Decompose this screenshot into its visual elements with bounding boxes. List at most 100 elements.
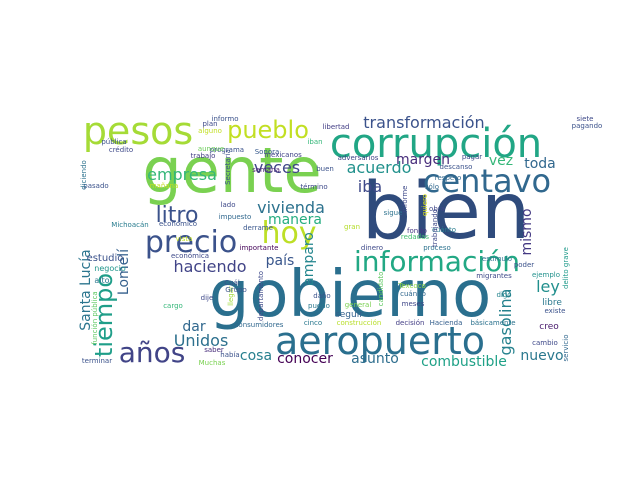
word: libre: [542, 298, 562, 308]
word: redadas: [401, 233, 429, 241]
word: conocer: [277, 351, 333, 367]
word: candidato: [377, 272, 385, 307]
word: precio: [145, 225, 237, 260]
word: término: [300, 183, 327, 191]
word: construcción: [337, 319, 382, 327]
word: pagar: [462, 153, 482, 161]
word: Secretaría: [224, 149, 232, 185]
word: siete: [577, 115, 594, 123]
word: pública: [101, 138, 126, 146]
word: iba: [358, 177, 382, 196]
word: servicio: [562, 335, 570, 362]
word: negocio: [94, 264, 126, 273]
word: amparo: [301, 232, 317, 286]
word: poder: [514, 261, 534, 269]
word: años: [119, 336, 186, 369]
word: cinco: [304, 319, 322, 327]
word: digo: [496, 291, 511, 299]
word: meses: [402, 300, 425, 308]
word: alto: [94, 276, 109, 285]
word: asunto: [351, 351, 399, 367]
word: pesos: [83, 109, 193, 153]
word: gran: [344, 223, 360, 231]
word: Grupo: [225, 286, 246, 294]
word: combustible: [421, 354, 507, 370]
word: Texcoco: [397, 282, 426, 290]
word: Hacienda: [430, 319, 463, 327]
word: departamento: [257, 271, 265, 321]
word: centavo: [423, 162, 551, 200]
word: adversarios: [338, 154, 379, 162]
word: importante: [240, 244, 279, 252]
word: gente: [142, 134, 321, 207]
word: alguno: [198, 127, 222, 135]
word: litro: [156, 203, 199, 228]
word: libertad: [323, 123, 350, 131]
word: sólo: [425, 183, 439, 191]
word: respeto: [435, 174, 461, 182]
word: fondo: [407, 227, 427, 235]
word: Cuál: [224, 279, 240, 287]
word: veces: [254, 158, 300, 177]
word: dar: [182, 319, 205, 335]
word: terminar: [82, 357, 112, 365]
word: trabajo: [191, 152, 216, 160]
word: aunque: [198, 145, 224, 153]
word: vista: [176, 235, 193, 243]
word: corrupción: [330, 121, 542, 167]
word: existe: [545, 307, 566, 315]
word: había: [220, 351, 239, 359]
word: margen: [396, 152, 450, 168]
word: delito grave: [562, 247, 570, 289]
word: pueblo: [227, 116, 309, 144]
word: Michoacán: [111, 221, 148, 229]
word: Santa Lucía: [78, 249, 94, 330]
word: trabajando: [431, 209, 439, 247]
word: impuesto: [219, 213, 252, 221]
word: informo: [212, 115, 239, 123]
word: saber: [204, 346, 224, 354]
word: vez: [489, 153, 513, 169]
word: creo: [539, 322, 559, 332]
word: obra: [429, 205, 445, 213]
word: Sonora: [255, 148, 280, 156]
word: dinero: [361, 244, 383, 252]
word: manera: [268, 212, 322, 228]
word: aeropuerto: [275, 319, 485, 363]
word: mexicanos: [264, 151, 302, 159]
word: económica: [171, 252, 209, 260]
word: transformación: [363, 113, 484, 132]
word: dije: [201, 294, 214, 302]
word: informe: [401, 185, 409, 212]
word: general: [345, 301, 372, 309]
word: económico: [159, 220, 197, 228]
word: nuevo: [520, 348, 563, 364]
word: gobierno: [209, 258, 491, 332]
word: tiempo: [90, 273, 118, 357]
word: cuánto: [432, 226, 456, 234]
word: pagando: [572, 122, 603, 130]
word: descanso: [440, 163, 473, 171]
word: toda: [524, 156, 556, 172]
word: cuándo: [400, 290, 426, 298]
word: consumidores: [235, 321, 284, 329]
word: empresa: [147, 165, 217, 184]
word: programa: [210, 146, 244, 154]
word: diciendo: [80, 160, 88, 190]
word: básicamente: [470, 319, 515, 327]
word: crédito: [109, 146, 133, 154]
word: información: [354, 245, 520, 278]
word: estímulo: [482, 255, 512, 263]
word: ejemplo: [532, 271, 560, 279]
word: lado: [221, 201, 236, 209]
word: plan: [202, 120, 217, 128]
word: hoy: [261, 216, 316, 251]
word: mañana: [150, 182, 179, 190]
word: puedo: [308, 302, 330, 310]
word: cargo: [163, 302, 183, 310]
word: Unidos: [174, 331, 229, 350]
word: estudio: [87, 253, 124, 264]
word: semana: [252, 166, 280, 174]
word: mismo: [519, 208, 535, 255]
word: sigue: [384, 209, 403, 217]
